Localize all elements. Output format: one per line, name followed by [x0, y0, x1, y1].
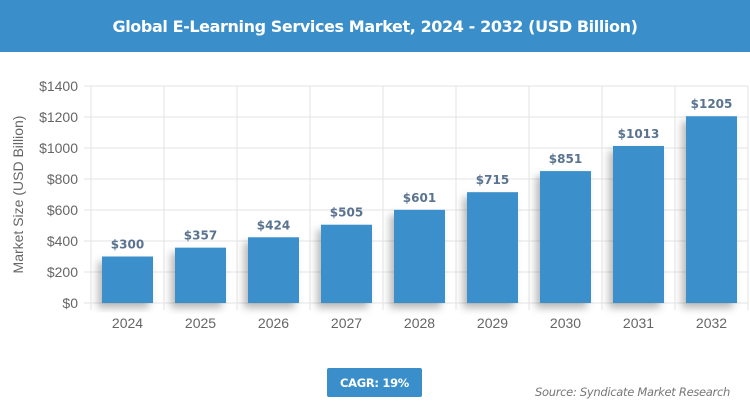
y-tick-label: $1400 — [39, 78, 78, 94]
y-tick-label: $1200 — [39, 109, 78, 125]
y-tick-label: $400 — [47, 233, 78, 249]
value-label: $505 — [330, 206, 363, 220]
bar-2028[interactable] — [394, 209, 445, 303]
bar-2029[interactable] — [467, 192, 518, 303]
bar-2032[interactable] — [686, 116, 737, 303]
value-label: $300 — [111, 238, 144, 252]
y-tick-label: $0 — [62, 295, 78, 311]
value-label: $357 — [184, 229, 217, 243]
cagr-badge: CAGR: 19% — [327, 368, 422, 397]
y-tick-label: $800 — [47, 171, 78, 187]
bar-chart: $0 $200 $400 $600 $800 $1000 $1200 $1400 Market … — [0, 52, 750, 362]
y-axis-label: Market Size (USD Billion) — [10, 116, 26, 274]
value-label: $715 — [476, 173, 509, 187]
bar-2031[interactable] — [613, 145, 664, 303]
x-tick-label: 2025 — [185, 315, 216, 331]
source-note: Source: Syndicate Market Research — [535, 385, 730, 399]
x-tick-label: 2031 — [623, 315, 654, 331]
chart-title: Global E-Learning Services Market, 2024 … — [112, 16, 638, 36]
bar-2027[interactable] — [321, 224, 372, 303]
x-tick-label: 2027 — [331, 315, 362, 331]
value-label: $1205 — [691, 97, 733, 111]
value-label: $1013 — [618, 127, 660, 141]
value-label: $601 — [403, 191, 436, 205]
bar-2024[interactable] — [102, 256, 153, 304]
y-tick-label: $1000 — [39, 140, 78, 156]
y-tick-label: $200 — [47, 264, 78, 280]
value-label: $851 — [549, 152, 582, 166]
x-tick-label: 2024 — [112, 315, 143, 331]
x-tick-label: 2026 — [258, 315, 289, 331]
x-tick-label: 2028 — [404, 315, 435, 331]
bar-2025[interactable] — [175, 247, 226, 303]
value-label: $424 — [257, 218, 290, 232]
chart-canvas: $0 $200 $400 $600 $800 $1000 $1200 $1400 Market … — [10, 78, 749, 331]
y-tick-label: $600 — [47, 202, 78, 218]
bar-2030[interactable] — [540, 171, 591, 303]
x-tick-label: 2032 — [696, 315, 727, 331]
x-tick-label: 2029 — [477, 315, 508, 331]
cagr-label: CAGR: 19% — [339, 375, 410, 390]
x-tick-label: 2030 — [550, 315, 581, 331]
title-bar: Global E-Learning Services Market, 2024 … — [0, 0, 750, 52]
bar-2026[interactable] — [248, 237, 299, 303]
